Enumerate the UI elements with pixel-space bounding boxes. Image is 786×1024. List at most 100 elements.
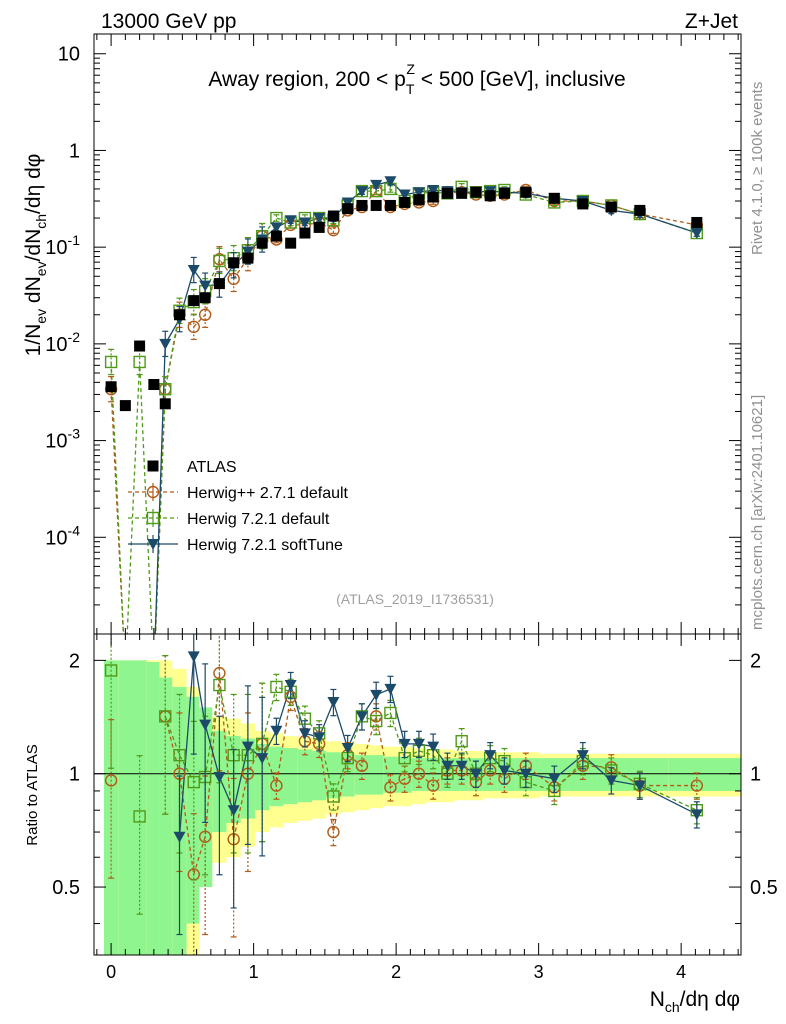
atlas-point (484, 190, 496, 202)
ratio-point (633, 780, 646, 792)
atlas-point (270, 230, 282, 242)
atlas-point (399, 196, 411, 208)
ratio-tick-label: 0.5 (52, 877, 80, 899)
atlas-point (242, 252, 254, 264)
atlas-point (119, 400, 131, 412)
ratio-point (519, 768, 532, 780)
y-tick-label: 1 (69, 140, 80, 162)
y-tick-label: 10-2 (45, 329, 80, 356)
mc-point (198, 308, 212, 321)
atlas-point (634, 204, 646, 216)
ratio-point (198, 830, 212, 843)
x-tick-label: 0 (106, 962, 116, 982)
ratio-point (213, 666, 226, 680)
ratio-point (427, 741, 440, 753)
mc-point (199, 280, 212, 292)
x-tick-label: 3 (534, 962, 544, 982)
atlas-point (605, 201, 617, 213)
ratio-point (270, 779, 283, 792)
analysis-id: (ATLAS_2019_I1736531) (336, 591, 494, 607)
ratio-point (384, 781, 397, 794)
ratio-tick-label-right: 2 (750, 650, 761, 672)
band-inner (326, 752, 341, 799)
main-panel: 10-4 10-3 10-2 10-1 1 10 Away region, 200 < p… (22, 33, 742, 635)
ratio-point (327, 825, 340, 839)
ratio-point (298, 728, 311, 740)
atlas-point (427, 191, 439, 203)
header-left: 13000 GeV pp (101, 10, 236, 33)
band-inner (118, 660, 133, 955)
ratio-point (370, 689, 383, 701)
ratio-point (355, 711, 368, 723)
ratio-point (104, 774, 118, 787)
ratio-point (576, 750, 589, 762)
mc-point (427, 184, 440, 196)
ratio-frame (93, 633, 742, 956)
ratio-point (213, 678, 226, 692)
atlas-point (174, 309, 186, 321)
ratio-point (104, 664, 118, 677)
ratio-y-label: Ratio to ATLAS (24, 744, 41, 845)
ratio-tick-label: 2 (69, 650, 80, 672)
y-tick-label: 10 (58, 44, 80, 66)
ratio-point (270, 680, 283, 694)
ratio-point (412, 738, 425, 750)
mc-point (327, 223, 340, 237)
ratio-point (398, 738, 411, 750)
legend-label: Herwig 7.2.1 softTune (187, 537, 343, 554)
atlas-point (356, 199, 368, 211)
band-inner (132, 660, 147, 955)
band-inner (297, 749, 313, 803)
y-tick-label: 10-1 (45, 232, 80, 259)
ratio-point (369, 714, 383, 728)
band-inner (283, 748, 298, 805)
atlas-point (370, 199, 382, 211)
legend: ATLAS Herwig++ 2.7.1 default Herwig 7.2.1 … (128, 459, 349, 554)
ratio-point (412, 767, 426, 780)
atlas-point (148, 379, 160, 391)
atlas-point (299, 227, 311, 239)
mc-point (133, 355, 146, 369)
atlas-point (577, 198, 589, 210)
atlas-point (256, 237, 268, 249)
x-axis-label: Nch/dη dφ (650, 988, 740, 1015)
mcplots-label: mcplots.cern.ch [arXiv:2401.10621] (749, 395, 766, 630)
atlas-point (134, 340, 146, 352)
atlas-point (327, 210, 339, 222)
ratio-point (498, 765, 511, 777)
atlas-point (413, 194, 425, 206)
ratio-point (341, 743, 354, 755)
mc-point (370, 179, 383, 191)
ratio-point (384, 706, 397, 720)
band-inner (199, 707, 213, 888)
mc-point (270, 222, 283, 234)
ratio-point (455, 734, 468, 748)
atlas-point (456, 187, 468, 199)
mc-point (187, 320, 200, 334)
header-right: Z+Jet (685, 10, 738, 33)
mc-point (241, 246, 254, 258)
ratio-point (227, 805, 240, 817)
band-inner (186, 696, 200, 924)
ratio-point (284, 680, 297, 692)
band-inner (369, 755, 384, 795)
mc-point (187, 265, 200, 277)
ratio-point (426, 779, 440, 792)
ratio-point (313, 732, 326, 744)
atlas-point (285, 237, 297, 249)
ratio-point (690, 779, 704, 792)
ratio-point (187, 651, 200, 663)
legend-marker (146, 485, 160, 499)
mc-point (398, 189, 411, 201)
atlas-point (470, 186, 482, 198)
mc-point (384, 176, 397, 188)
atlas-point (228, 257, 240, 269)
mc-point (159, 338, 172, 350)
band-inner (269, 746, 284, 807)
ratio-point (355, 759, 369, 772)
ratio-point (384, 683, 397, 695)
ratio-point (241, 741, 254, 753)
mc-point (355, 186, 368, 198)
legend-label: ATLAS (187, 459, 237, 476)
